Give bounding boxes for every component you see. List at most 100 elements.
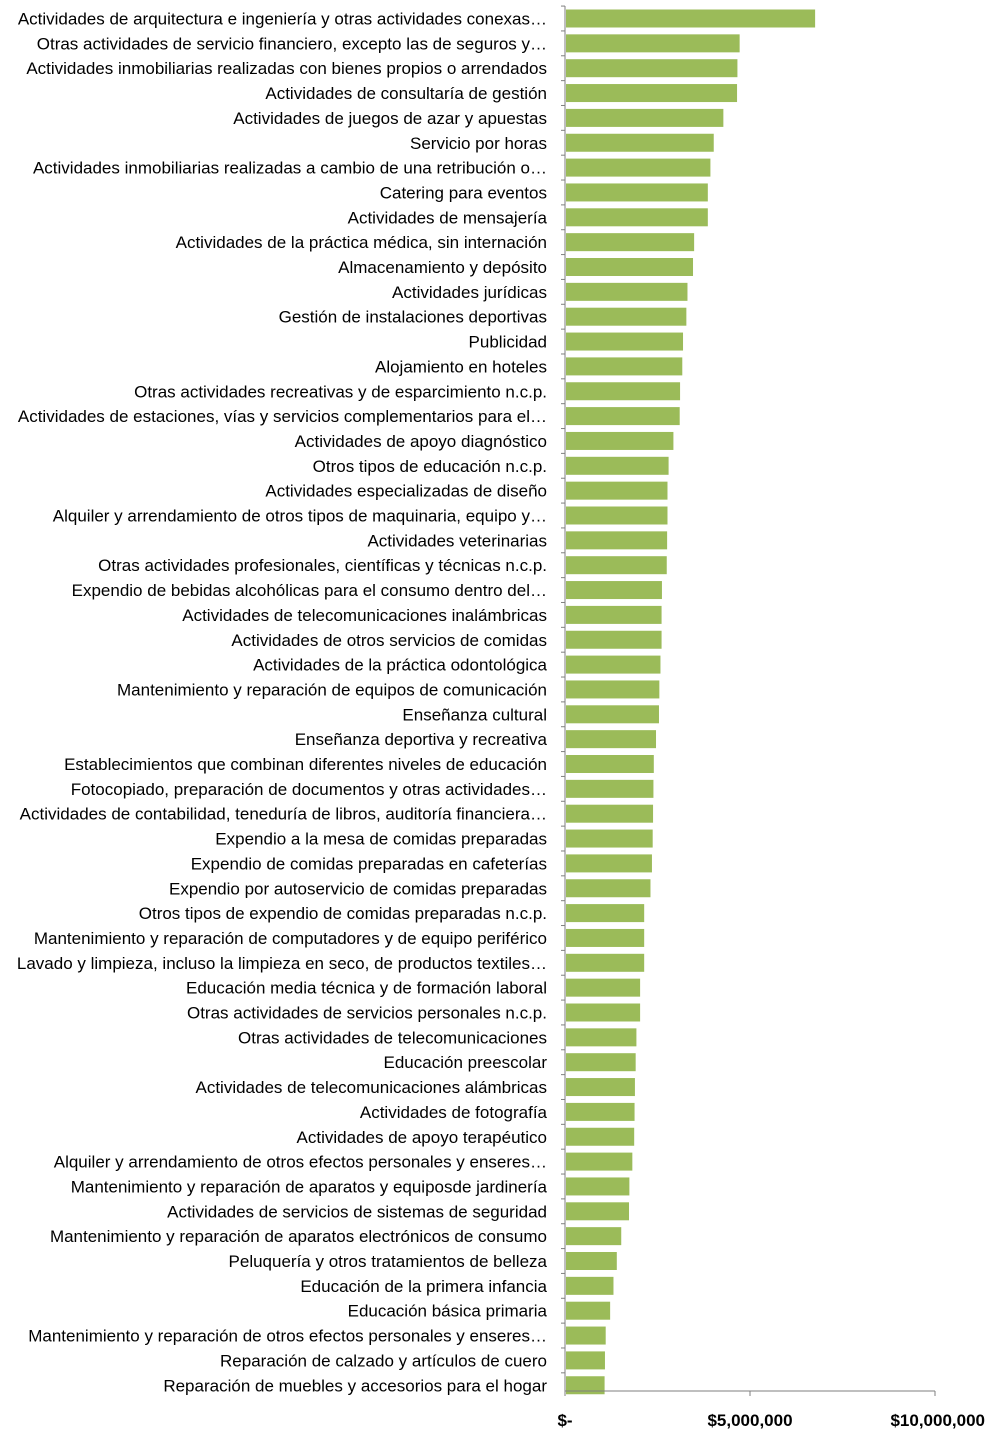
bar [566, 1102, 635, 1121]
category-label: Actividades inmobiliarias realizadas con… [26, 59, 547, 78]
bar [566, 879, 651, 898]
category-label: Actividades de telecomunicaciones inalám… [182, 606, 547, 625]
category-label: Otras actividades de servicio financiero… [37, 34, 547, 53]
category-label: Alojamiento en hoteles [375, 357, 547, 376]
bar [566, 755, 654, 773]
category-label: Educación preescolar [384, 1053, 548, 1072]
bar [566, 84, 738, 103]
bar [566, 1152, 633, 1171]
bar [566, 183, 708, 202]
bar [566, 1078, 635, 1097]
category-label: Almacenamiento y depósito [338, 258, 547, 277]
category-label: Actividades de telecomunicaciones alámbr… [195, 1078, 547, 1097]
category-label: Otras actividades de servicios personale… [187, 1004, 547, 1023]
category-label: Actividades jurídicas [392, 283, 547, 302]
category-label: Otras actividades recreativas y de espar… [134, 382, 547, 401]
category-label: Actividades de la práctica odontológica [253, 656, 547, 675]
bar [566, 556, 667, 575]
category-label: Expendio por autoservicio de comidas pre… [169, 879, 547, 898]
bar [566, 133, 714, 152]
bar [566, 481, 668, 500]
bar [566, 1252, 617, 1270]
category-labels: Actividades de arquitectura e ingeniería… [17, 5, 565, 1395]
x-tick-label: $- [557, 1411, 572, 1430]
bar [566, 904, 645, 923]
bar [566, 9, 816, 28]
category-label: Publicidad [469, 333, 547, 352]
bar [566, 208, 708, 227]
bar [566, 1127, 635, 1146]
category-label: Fotocopiado, preparación de documentos y… [71, 780, 547, 799]
x-tick-label: $10,000,000 [890, 1411, 985, 1430]
bar [566, 1053, 636, 1072]
category-label: Reparación de calzado y artículos de cue… [220, 1351, 547, 1370]
category-label: Catering para eventos [380, 183, 547, 202]
category-label: Actividades inmobiliarias realizadas a c… [33, 159, 547, 178]
bar [566, 928, 645, 947]
category-label: Mantenimiento y reparación de aparatos y… [71, 1177, 548, 1196]
bar [566, 1202, 630, 1221]
bar [566, 59, 738, 78]
category-label: Enseñanza cultural [402, 705, 547, 724]
category-label: Actividades veterinarias [367, 531, 547, 550]
category-label: Mantenimiento y reparación de computador… [34, 929, 547, 948]
category-label: Alquiler y arrendamiento de otros tipos … [53, 507, 547, 526]
bar [566, 1351, 605, 1370]
bar [566, 680, 660, 699]
category-label: Otras actividades profesionales, científ… [98, 556, 547, 575]
category-label: Actividades de fotografía [360, 1103, 548, 1122]
bar [566, 705, 659, 724]
category-label: Educación media técnica y de formación l… [186, 979, 547, 998]
category-label: Expendio a la mesa de comidas preparadas [215, 830, 547, 849]
category-label: Actividades de juegos de azar y apuestas [233, 109, 547, 128]
category-label: Alquiler y arrendamiento de otros efecto… [54, 1153, 547, 1172]
category-label: Otras actividades de telecomunicaciones [238, 1028, 547, 1047]
bar [566, 1003, 641, 1022]
bar [566, 978, 641, 997]
bar [566, 1276, 614, 1295]
bar [566, 108, 724, 127]
category-label: Establecimientos que combinan diferentes… [64, 755, 547, 774]
category-label: Enseñanza deportiva y recreativa [295, 730, 548, 749]
category-label: Actividades de servicios de sistemas de … [167, 1202, 547, 1221]
bar [566, 953, 645, 972]
category-label: Gestión de instalaciones deportivas [279, 308, 547, 327]
bar [566, 730, 657, 749]
bar [566, 605, 662, 624]
bar [566, 34, 740, 53]
bar [566, 1326, 606, 1345]
category-label: Actividades de apoyo terapéutico [297, 1128, 547, 1147]
category-label: Actividades de la práctica médica, sin i… [176, 233, 547, 252]
category-label: Actividades de contabilidad, teneduría d… [20, 805, 547, 824]
bar [566, 357, 683, 376]
x-axis: $- $5,000,000 $10,000,000 [557, 6, 985, 1430]
category-label: Lavado y limpieza, incluso la limpieza e… [17, 954, 547, 973]
category-label: Mantenimiento y reparación de equipos de… [117, 680, 547, 699]
bar [566, 456, 669, 475]
bar [566, 158, 711, 177]
bars-layer [566, 9, 816, 1395]
bar [566, 332, 684, 351]
bar [566, 655, 661, 674]
bar [566, 382, 681, 401]
bar [566, 531, 668, 550]
category-label: Peluquería y otros tratamientos de belle… [229, 1252, 548, 1271]
bar [566, 804, 654, 823]
bar [566, 233, 695, 252]
category-label: Mantenimiento y reparación de otros efec… [28, 1327, 547, 1346]
bar [566, 258, 694, 276]
category-label: Expendio de comidas preparadas en cafete… [191, 854, 547, 873]
bar [566, 829, 653, 848]
category-label: Otros tipos de educación n.c.p. [313, 457, 547, 476]
category-label: Actividades especializadas de diseño [265, 482, 547, 501]
bar [566, 1376, 605, 1395]
category-label: Actividades de estaciones, vías y servic… [18, 407, 547, 426]
category-label: Actividades de mensajería [348, 208, 548, 227]
bar [566, 779, 654, 798]
x-tick-label: $5,000,000 [707, 1411, 792, 1430]
bar [566, 506, 668, 525]
category-label: Mantenimiento y reparación de aparatos e… [50, 1227, 547, 1246]
category-label: Otros tipos de expendio de comidas prepa… [139, 904, 547, 923]
category-label: Expendio de bebidas alcohólicas para el … [72, 581, 547, 600]
